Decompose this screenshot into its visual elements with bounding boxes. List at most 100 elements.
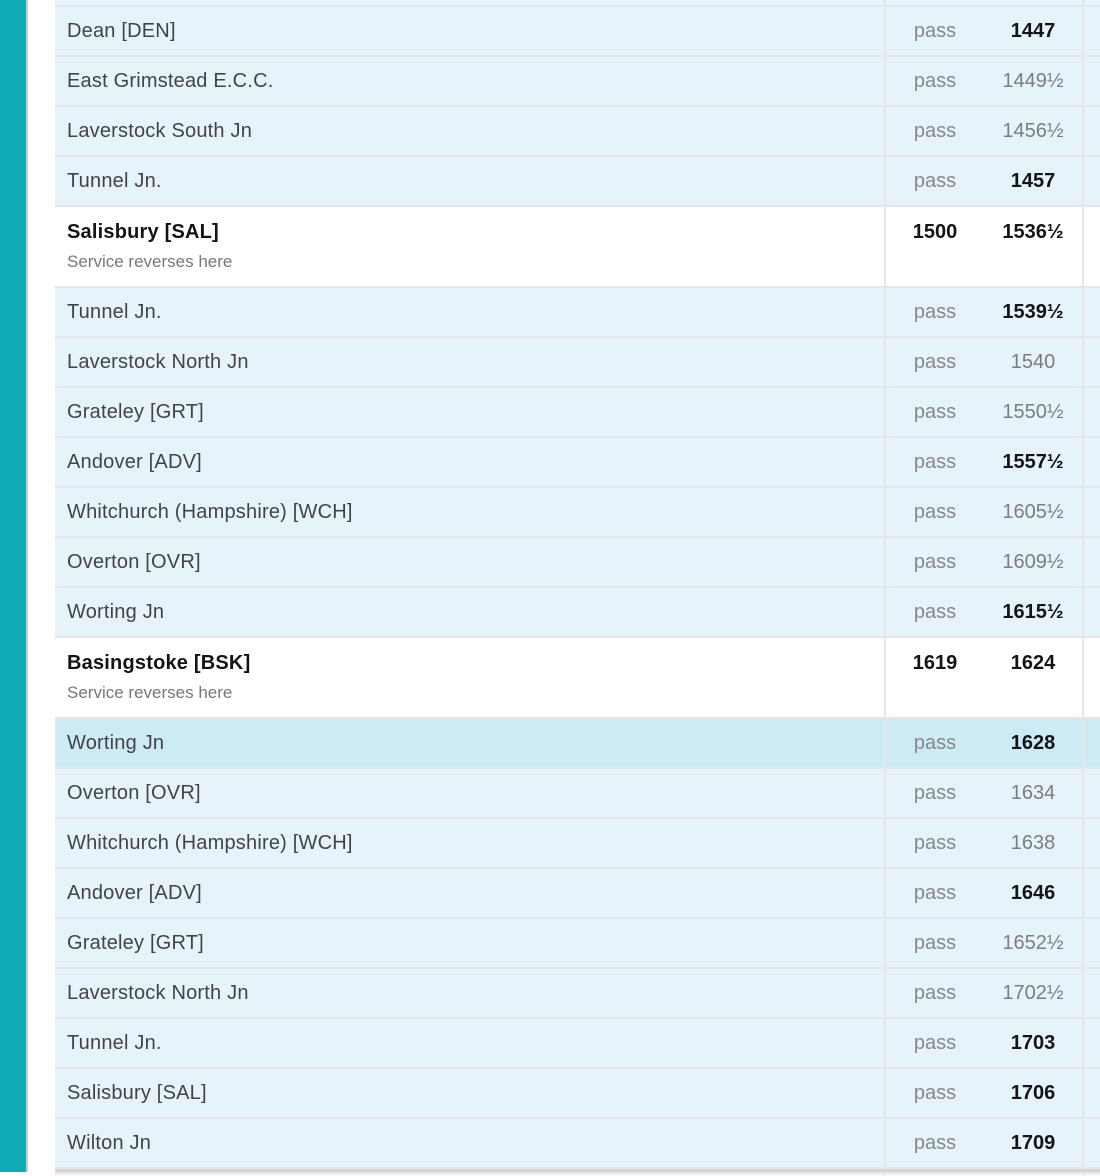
timetable-time: 1605½ (1002, 501, 1064, 523)
times-cell: pass 1609½ (886, 538, 1084, 586)
location-cell: Whitchurch (Hampshire) [WCH] (55, 819, 886, 867)
location-cell: Whitchurch (Hampshire) [WCH] (55, 488, 886, 536)
timetable-time: 1624 (1010, 652, 1056, 674)
timetable-time: 1540 (1010, 351, 1056, 373)
planned-time: pass (913, 70, 957, 92)
next-column-sliver (1084, 7, 1100, 55)
location-cell: Salisbury [SAL] (55, 1069, 886, 1117)
planned-time: pass (913, 601, 957, 623)
location-row[interactable]: Laverstock North Jn pass 1540 (55, 338, 1100, 386)
planned-time: pass (913, 882, 957, 904)
next-column-sliver (1084, 388, 1100, 436)
timetable-time: 1536½ (1002, 221, 1064, 243)
planned-time: 1619 (912, 652, 958, 674)
timetable-time: 1634 (1010, 782, 1056, 804)
times-cell: pass 1634 (886, 769, 1084, 817)
location-cell: Laverstock North Jn (55, 969, 886, 1017)
location-row[interactable]: Basingstoke [BSK] Service reverses here … (55, 638, 1100, 717)
station-name: Grateley [GRT] (67, 401, 204, 423)
location-row[interactable]: Grateley [GRT] pass 1550½ (55, 388, 1100, 436)
location-row[interactable]: Wilton Jn pass 1709 (55, 1119, 1100, 1167)
planned-time: pass (913, 301, 957, 323)
times-cell: pass 1447 (886, 7, 1084, 55)
station-name: Salisbury [SAL] (67, 1082, 207, 1104)
times-cell: pass 1557½ (886, 438, 1084, 486)
location-cell: Basingstoke [BSK] Service reverses here (55, 638, 886, 717)
planned-time: pass (913, 401, 957, 423)
timetable-time: 1539½ (1002, 301, 1064, 323)
times-cell: pass 1702½ (886, 969, 1084, 1017)
location-cell: East Grimstead E.C.C. (55, 57, 886, 105)
location-row[interactable]: Tunnel Jn. pass 1457 (55, 157, 1100, 205)
timetable-time: 1702½ (1002, 982, 1064, 1004)
planned-time: pass (913, 932, 957, 954)
station-name: East Grimstead E.C.C. (67, 70, 274, 92)
next-column-sliver (1084, 0, 1100, 5)
next-column-sliver (1084, 719, 1100, 767)
location-row[interactable]: Salisbury [SAL] pass 1706 (55, 1069, 1100, 1117)
location-row[interactable]: Tunnel Jn. pass 1539½ (55, 288, 1100, 336)
planned-time: pass (913, 832, 957, 854)
location-row[interactable]: East Grimstead E.C.C. pass 1449½ (55, 57, 1100, 105)
location-cell (55, 0, 886, 5)
station-name: Wilton Jn (67, 1132, 152, 1154)
times-cell: pass 1539½ (886, 288, 1084, 336)
next-column-sliver (1084, 57, 1100, 105)
station-name: Whitchurch (Hampshire) [WCH] (67, 832, 353, 854)
station-name: Laverstock North Jn (67, 982, 249, 1004)
timetable-time: 1456½ (1002, 120, 1064, 142)
planned-time: pass (913, 782, 957, 804)
timetable-time: 1557½ (1002, 451, 1064, 473)
next-column-sliver (1084, 769, 1100, 817)
location-row[interactable]: Dean [DEN] pass 1447 (55, 7, 1100, 55)
planned-time: pass (913, 1132, 957, 1154)
location-row[interactable]: Andover [ADV] pass 1646 (55, 869, 1100, 917)
next-column-sliver (1084, 819, 1100, 867)
location-row[interactable]: Grateley [GRT] pass 1652½ (55, 919, 1100, 967)
station-note: Service reverses here (67, 252, 233, 271)
location-cell: Salisbury [SAL] Service reverses here (55, 207, 886, 286)
planned-time: pass (913, 1082, 957, 1104)
planned-time: pass (913, 120, 957, 142)
timetable-time: 1628 (1010, 732, 1056, 754)
location-row[interactable]: Whitchurch (Hampshire) [WCH] pass 1638 (55, 819, 1100, 867)
station-name: Andover [ADV] (67, 451, 202, 473)
planned-time: pass (913, 982, 957, 1004)
section-divider (55, 1169, 1100, 1172)
timetable-time: 1709 (1010, 1132, 1056, 1154)
location-row[interactable]: Whitchurch (Hampshire) [WCH] pass 1605½ (55, 488, 1100, 536)
next-column-sliver (1084, 338, 1100, 386)
location-row[interactable]: Salisbury [SAL] Service reverses here 15… (55, 207, 1100, 286)
station-name: Basingstoke [BSK] (67, 652, 251, 674)
station-name: Andover [ADV] (67, 882, 202, 904)
location-row[interactable]: Laverstock North Jn pass 1702½ (55, 969, 1100, 1017)
times-cell (886, 0, 1084, 5)
station-name: Overton [OVR] (67, 782, 201, 804)
accent-rail (0, 0, 28, 1172)
times-cell: pass 1456½ (886, 107, 1084, 155)
next-column-sliver (1084, 438, 1100, 486)
next-column-sliver (1084, 107, 1100, 155)
station-note: Service reverses here (67, 683, 233, 702)
timetable-time: 1646 (1010, 882, 1056, 904)
times-cell: pass 1449½ (886, 57, 1084, 105)
location-row[interactable]: Worting Jn pass 1628 (55, 719, 1100, 767)
location-row[interactable]: Tunnel Jn. pass 1703 (55, 1019, 1100, 1067)
location-cell: Andover [ADV] (55, 438, 886, 486)
location-row[interactable]: Andover [ADV] pass 1557½ (55, 438, 1100, 486)
location-row[interactable]: Overton [OVR] pass 1609½ (55, 538, 1100, 586)
planned-time: pass (913, 451, 957, 473)
location-row[interactable]: Laverstock South Jn pass 1456½ (55, 107, 1100, 155)
planned-time: pass (913, 170, 957, 192)
next-column-sliver (1084, 919, 1100, 967)
next-column-sliver (1084, 1019, 1100, 1067)
station-name: Tunnel Jn. (67, 301, 162, 323)
next-column-sliver (1084, 157, 1100, 205)
planned-time: pass (913, 1032, 957, 1054)
next-column-sliver (1084, 207, 1100, 286)
location-row[interactable]: Overton [OVR] pass 1634 (55, 769, 1100, 817)
schedule-table: Dean [DEN] pass 1447 East Grimstead E.C.… (55, 0, 1100, 1176)
location-row[interactable]: Worting Jn pass 1615½ (55, 588, 1100, 636)
times-cell: pass 1550½ (886, 388, 1084, 436)
station-name: Laverstock South Jn (67, 120, 253, 142)
